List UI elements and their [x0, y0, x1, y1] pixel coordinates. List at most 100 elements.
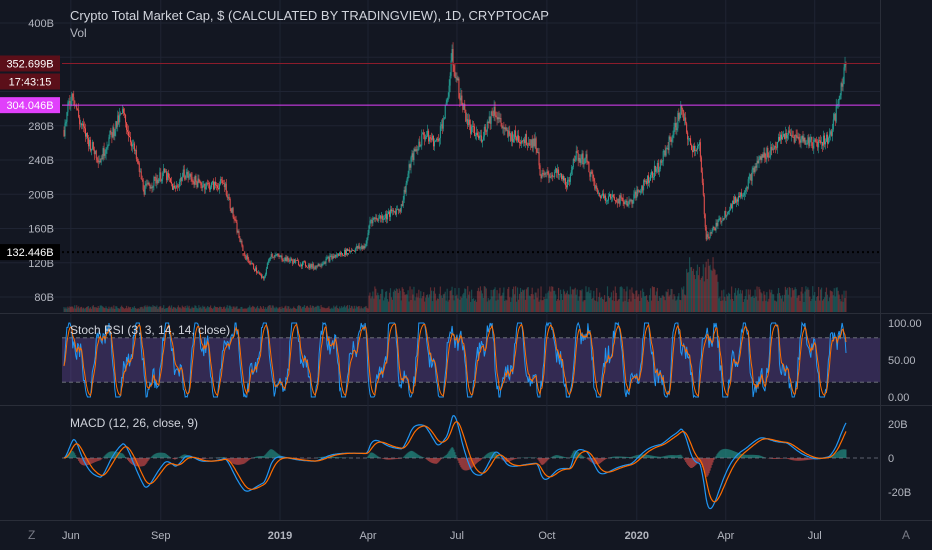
volume-bar	[600, 297, 602, 312]
candle-body	[310, 264, 312, 268]
volume-bar	[255, 307, 258, 312]
volume-bar	[656, 287, 658, 312]
candle-body	[399, 209, 401, 212]
candle-body	[470, 124, 472, 134]
volume-bar	[438, 293, 440, 312]
candle-body	[735, 196, 737, 203]
candle-body	[151, 187, 153, 189]
macd-histogram-bar	[264, 454, 266, 458]
macd-histogram-bar	[545, 458, 547, 463]
volume-bar	[89, 307, 91, 312]
candle-body	[391, 210, 393, 212]
candle-body	[279, 255, 281, 257]
macd-histogram-bar	[76, 457, 78, 458]
volume-bar	[77, 307, 79, 312]
auto-scale-button[interactable]: A	[902, 528, 911, 542]
volume-bar	[308, 307, 310, 312]
macd-histogram-bar	[96, 458, 98, 462]
macd-histogram-bar	[657, 456, 659, 458]
candle-body	[288, 259, 290, 262]
candle-body	[271, 254, 273, 257]
candle-body	[657, 162, 659, 172]
timezone-toggle-button[interactable]: Z	[28, 528, 36, 542]
candle-body	[703, 195, 705, 215]
volume-bar	[155, 306, 157, 312]
candle-body	[781, 136, 783, 140]
candle-body	[407, 173, 409, 179]
candle-body	[409, 164, 411, 168]
macd-histogram-bar	[777, 458, 779, 459]
candle-body	[681, 105, 683, 110]
macd-histogram-bar	[586, 458, 588, 459]
candle-body	[558, 169, 560, 175]
candle-body	[498, 117, 500, 119]
candle-body	[78, 109, 80, 118]
volume-bar	[144, 305, 146, 312]
volume-bar	[805, 286, 807, 312]
candle-body	[101, 158, 103, 160]
volume-bar	[645, 296, 647, 312]
macd-histogram-bar	[656, 456, 658, 458]
candle-body	[133, 143, 135, 151]
volume-bar	[304, 308, 307, 312]
candle-body	[783, 133, 785, 139]
volume-bar	[384, 291, 387, 312]
candle-body	[97, 159, 99, 163]
candle-body	[618, 198, 620, 204]
macd-histogram-bar	[390, 458, 392, 460]
macd-histogram-bar	[70, 451, 72, 458]
candle-body	[707, 234, 709, 238]
macd-histogram-bar	[723, 448, 725, 458]
macd-histogram-bar	[467, 458, 469, 471]
volume-bar	[302, 306, 305, 312]
candle-body	[325, 258, 327, 264]
macd-histogram-bar	[711, 458, 713, 466]
macd-histogram-bar	[763, 457, 765, 458]
volume-bar	[459, 299, 461, 312]
volume-bar	[242, 308, 244, 312]
macd-histogram-bar	[418, 455, 420, 458]
macd-histogram-bar	[795, 458, 797, 461]
macd-histogram-bar	[181, 455, 183, 458]
candle-body	[691, 145, 693, 151]
volume-bar	[747, 289, 749, 312]
candle-body	[659, 160, 661, 169]
macd-histogram-bar	[262, 456, 264, 458]
candle-body	[545, 172, 547, 174]
volume-bar	[520, 291, 523, 312]
volume-bar	[732, 300, 735, 312]
macd-histogram-bar	[476, 458, 478, 463]
volume-bar	[76, 305, 78, 312]
candle-body	[700, 157, 702, 173]
macd-histogram-bar	[229, 458, 231, 462]
volume-bar	[471, 289, 473, 312]
macd-histogram-bar	[780, 458, 782, 459]
volume-bar	[659, 297, 661, 312]
candle-body	[448, 85, 450, 97]
candle-body	[509, 131, 511, 135]
volume-bar	[368, 295, 370, 312]
volume-bar	[248, 307, 250, 312]
volume-bar	[445, 300, 447, 312]
volume-bar	[391, 299, 394, 312]
candle-body	[169, 177, 171, 179]
candle-body	[185, 174, 187, 179]
macd-histogram-bar	[583, 456, 585, 458]
macd-histogram-bar	[845, 449, 847, 458]
macd-histogram-bar	[610, 456, 612, 458]
macd-histogram-bar	[222, 457, 224, 458]
candle-body	[197, 178, 199, 188]
candle-body	[181, 176, 183, 182]
volume-bar	[395, 288, 397, 312]
volume-bar	[224, 308, 226, 312]
candle-body	[563, 175, 565, 181]
time-axis-label: Jul	[450, 530, 464, 542]
macd-histogram-bar	[788, 458, 790, 460]
macd-histogram-bar	[582, 456, 584, 458]
volume-bar	[402, 288, 404, 312]
macd-histogram-bar	[513, 458, 515, 460]
stoch-axis-label: 100.00	[888, 318, 922, 330]
candle-body	[521, 140, 523, 142]
candle-body	[331, 255, 333, 259]
